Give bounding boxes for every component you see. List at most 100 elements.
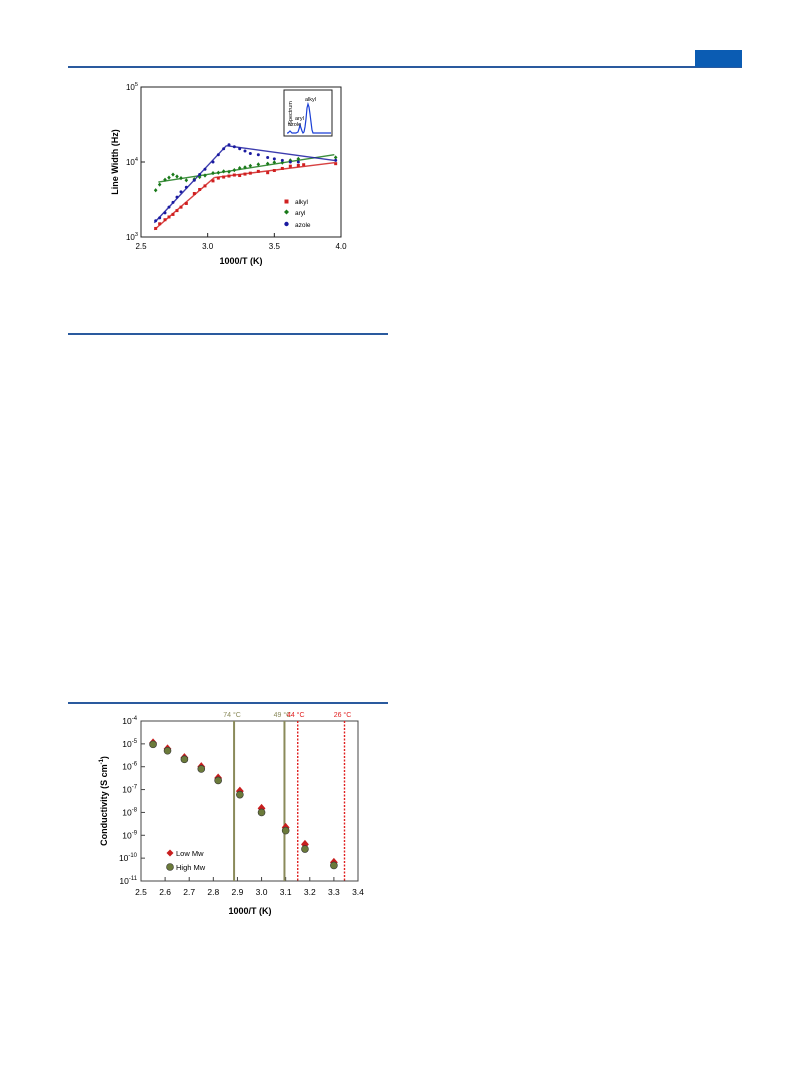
legend-marker-high-mw <box>166 863 174 871</box>
data-point-aryl <box>171 172 175 177</box>
data-point-aryl <box>243 165 247 170</box>
data-point-alkyl <box>266 171 270 175</box>
data-point-azole <box>175 195 179 199</box>
data-point-alkyl <box>302 163 306 167</box>
data-point-aryl <box>216 170 221 175</box>
data-point-azole <box>334 158 338 162</box>
fit-line-azole <box>226 144 335 162</box>
data-point-alkyl <box>154 226 158 230</box>
data-point-high-mw <box>236 790 244 799</box>
data-point-aryl <box>211 171 215 176</box>
data-point-azole <box>179 190 183 194</box>
data-point-alkyl <box>179 205 183 209</box>
inset-peak-alkyl: alkyl <box>305 97 316 103</box>
temperature-label: 74 °C <box>223 711 241 719</box>
chart1-xtick-label: 4.0 <box>335 242 347 251</box>
chart1-ytick-label: 105 <box>126 82 138 92</box>
chart2-xtick-label: 3.0 <box>256 887 268 897</box>
data-point-alkyl <box>175 209 179 213</box>
inset-spectrum-curve <box>287 101 331 135</box>
chart2-ytick-label: 10-11 <box>119 876 137 886</box>
chart2-xtick-label: 2.9 <box>232 887 244 897</box>
chart2-ytick-label: 10-4 <box>122 716 137 726</box>
data-point-azole <box>154 219 158 223</box>
data-point-alkyl <box>167 215 171 219</box>
data-point-high-mw <box>214 776 222 785</box>
data-point-high-mw <box>197 765 206 773</box>
data-point-aryl <box>184 178 189 183</box>
data-point-aryl <box>163 177 167 182</box>
data-point-aryl <box>333 155 338 160</box>
legend-marker-low-mw <box>166 849 174 857</box>
data-point-alkyl <box>158 222 162 226</box>
data-point-azole <box>203 167 207 171</box>
chart1-ytick-label: 103 <box>126 232 138 242</box>
data-point-alkyl <box>222 175 226 179</box>
legend-label-high-mw: High Mw <box>176 863 206 872</box>
data-point-azole <box>266 155 270 159</box>
data-point-aryl <box>179 176 183 181</box>
data-point-azole <box>272 157 276 161</box>
legend-marker-alkyl <box>284 199 289 204</box>
data-point-azole <box>158 216 162 220</box>
data-point-alkyl <box>248 171 252 175</box>
data-point-alkyl <box>163 218 167 222</box>
legend-label-alkyl: alkyl <box>295 199 309 206</box>
data-point-alkyl <box>334 162 338 166</box>
chart1-legend: alkyl aryl azole <box>284 199 311 229</box>
data-point-azole <box>248 151 252 155</box>
chart2-ytick-label: 10-6 <box>122 762 137 772</box>
data-point-azole <box>198 173 202 177</box>
chart2-xlabel: 1000/T (K) <box>228 906 271 916</box>
data-point-azole <box>296 160 300 164</box>
data-point-azole <box>227 143 231 147</box>
chart2-plot-frame <box>140 720 359 882</box>
chart2-ylabel: Conductivity (S cm-1) <box>99 756 109 846</box>
data-point-azole <box>171 200 175 204</box>
data-point-aryl <box>237 165 242 171</box>
data-point-alkyl <box>184 201 188 205</box>
header-rule <box>68 66 742 68</box>
chart2-xtick-label: 2.5 <box>135 887 147 897</box>
data-point-alkyl <box>243 172 247 176</box>
chart2-ytick-label: 10-7 <box>122 785 137 795</box>
legend-label-azole: azole <box>295 222 311 229</box>
data-point-aryl <box>265 161 270 166</box>
chart2-ylabel-main: Conductivity (S cm <box>99 764 109 846</box>
data-point-alkyl <box>227 174 231 178</box>
data-point-alkyl <box>192 192 196 196</box>
figure-1-rule <box>68 333 388 335</box>
chart1-inset: Spectrum azole aryl alkyl <box>283 89 333 137</box>
data-point-high-mw <box>330 861 338 870</box>
data-point-high-mw <box>180 755 189 764</box>
data-point-alkyl <box>272 169 276 173</box>
chart2-ylabel-sup: -1 <box>99 758 105 764</box>
data-point-high-mw <box>281 826 290 835</box>
chart1-ytick-label: 104 <box>126 157 138 167</box>
data-point-aryl <box>153 188 158 193</box>
data-point-azole <box>256 153 260 157</box>
data-point-azole <box>184 185 188 189</box>
data-point-aryl <box>197 174 202 180</box>
chart1-xtick-label: 3.0 <box>202 242 214 251</box>
data-point-azole <box>192 178 196 182</box>
inset-peak-azole: azole <box>288 122 301 128</box>
chart2-ytick-label: 10-8 <box>122 807 137 817</box>
data-point-high-mw <box>257 808 266 817</box>
inset-ylabel: Spectrum <box>288 101 294 125</box>
data-point-alkyl <box>238 174 242 178</box>
temperature-label: 49 °C <box>274 711 292 719</box>
chart1-ylabel: Line Width (Hz) <box>110 129 120 194</box>
data-point-high-mw <box>301 845 309 853</box>
temperature-label: 26 °C <box>334 711 352 719</box>
data-point-azole <box>216 153 220 157</box>
inset-frame <box>283 89 333 137</box>
chart1-xlabel: 1000/T (K) <box>219 256 262 266</box>
chart1-xtick-label: 3.5 <box>269 242 281 251</box>
chart2-xtick-label: 3.4 <box>352 887 364 897</box>
data-point-aryl <box>203 173 207 178</box>
data-point-azole <box>167 205 171 209</box>
data-point-azole <box>222 147 226 151</box>
data-point-high-mw <box>163 746 172 755</box>
